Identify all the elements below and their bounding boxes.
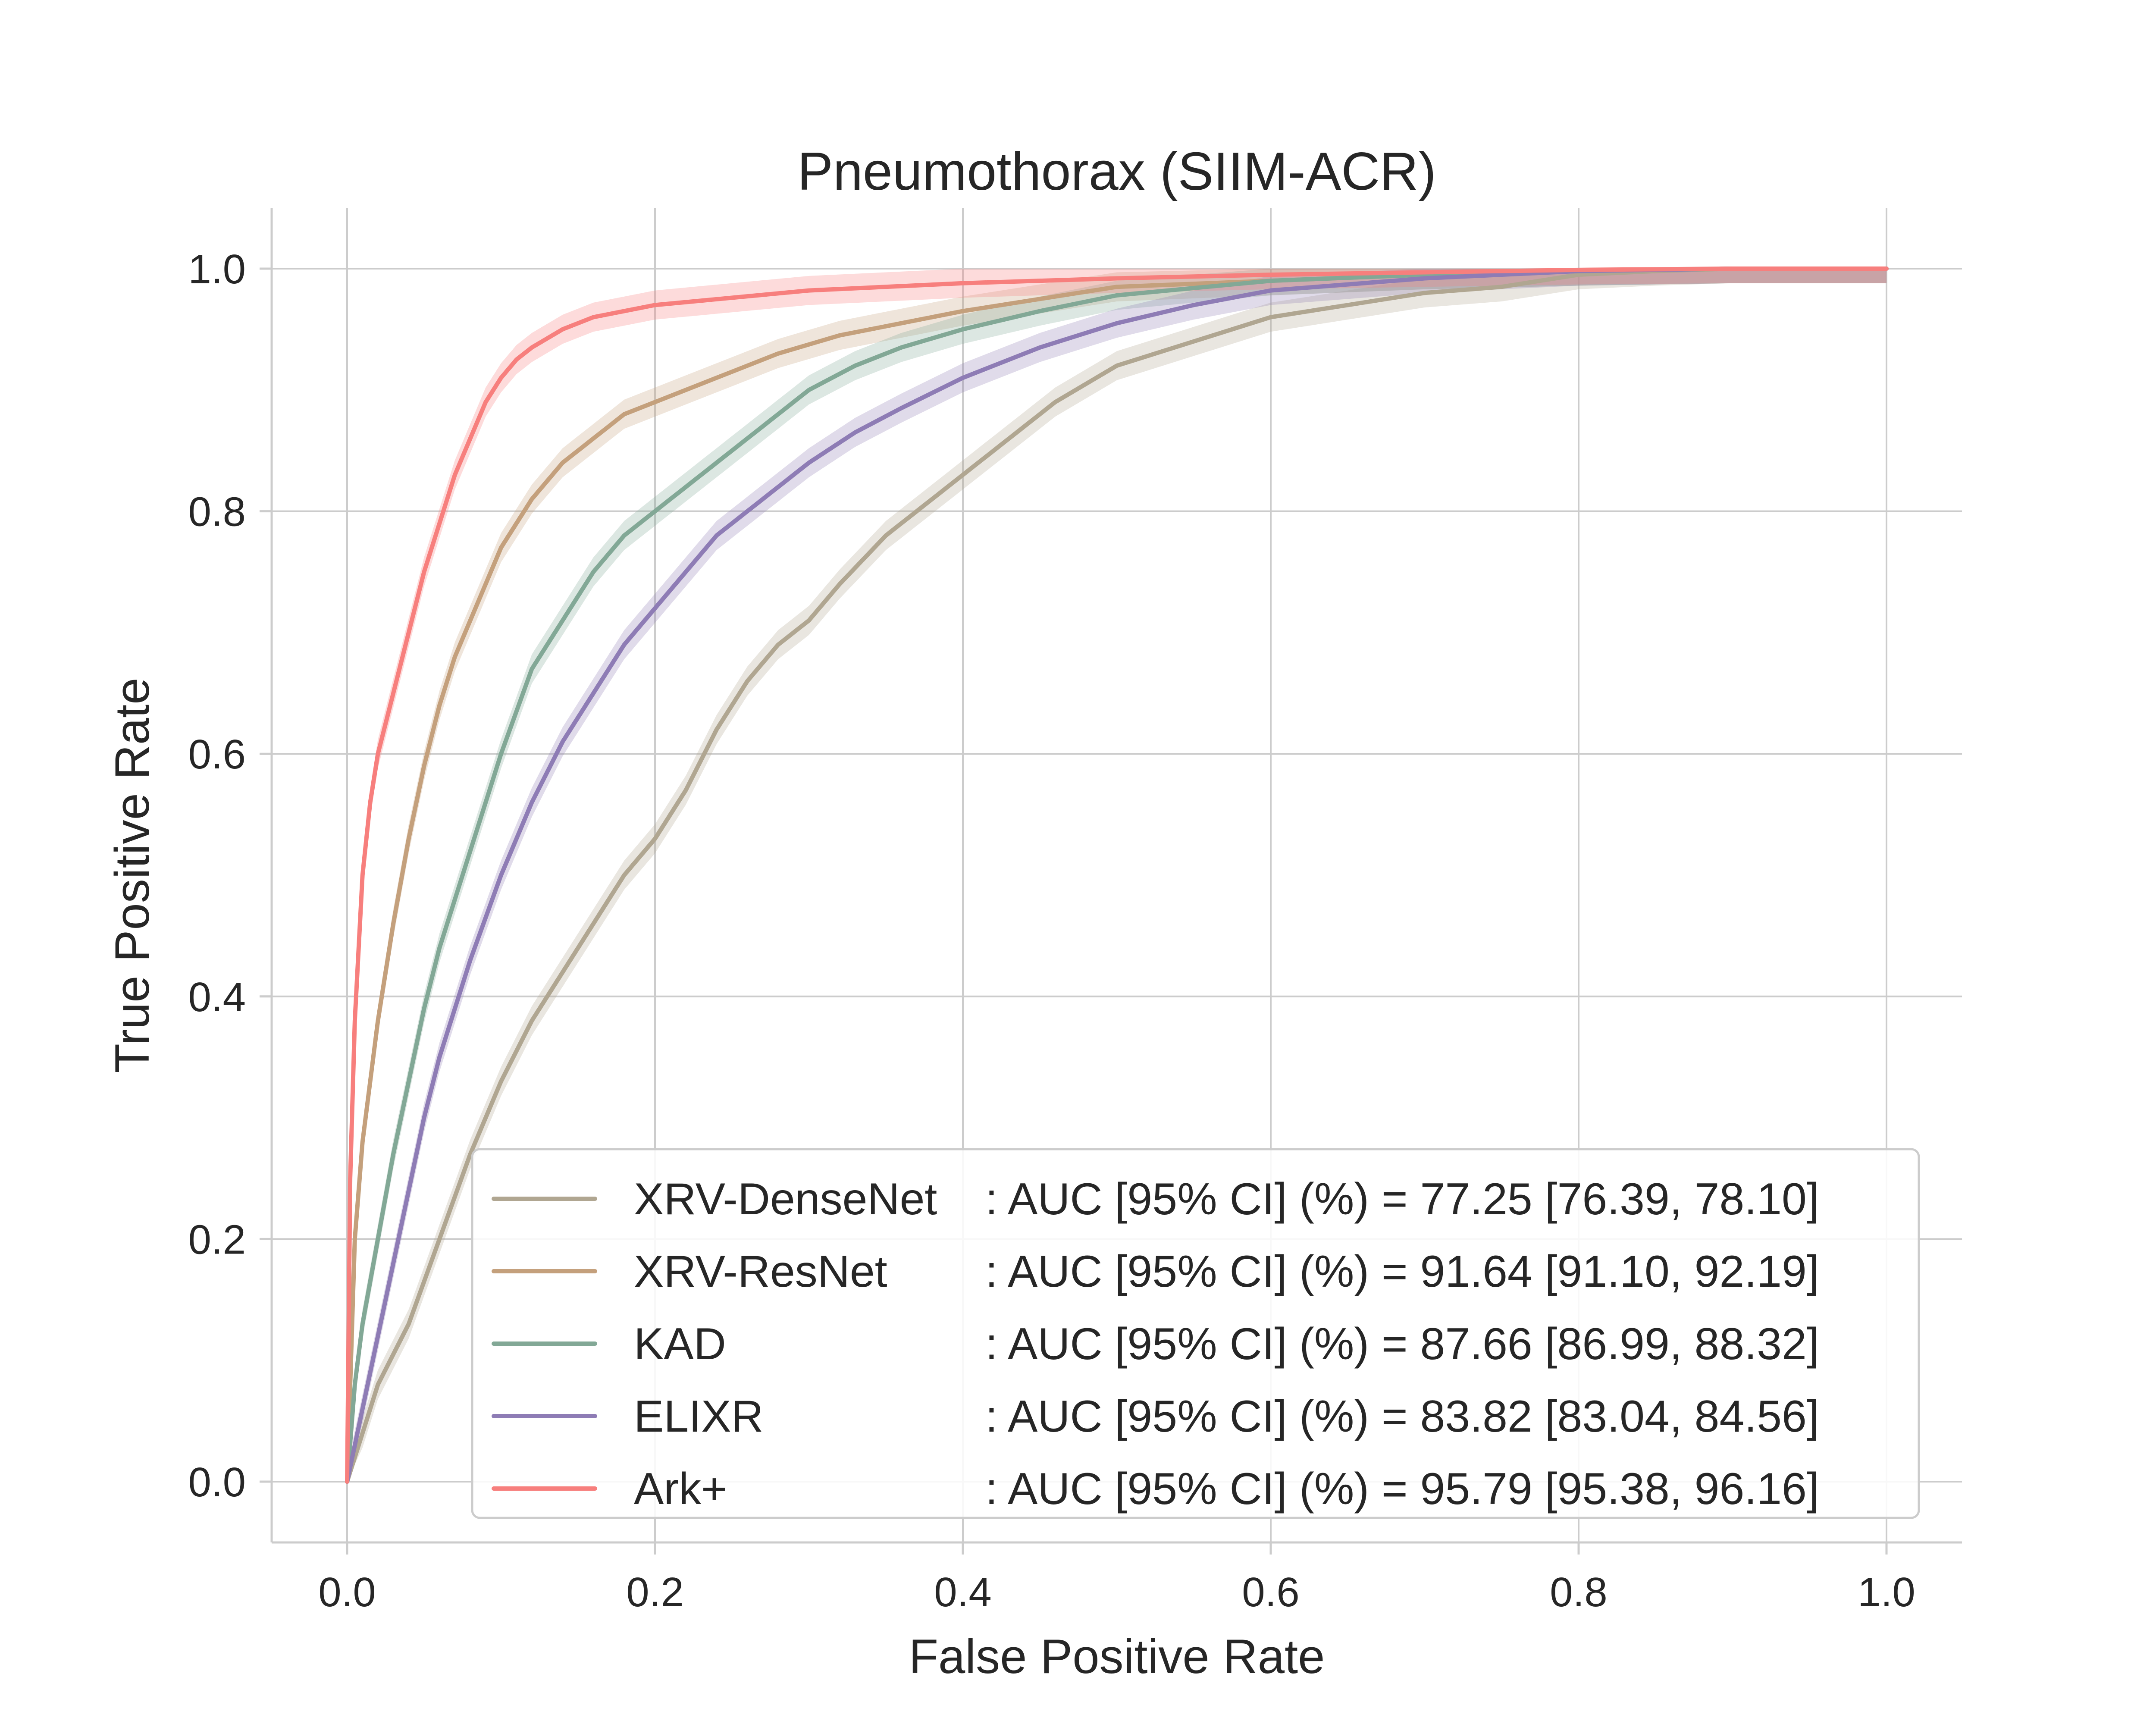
- legend: XRV-DenseNet : AUC [95% CI] (%) = 77.25 […: [471, 1148, 1920, 1519]
- roc-curves: [345, 266, 1889, 1484]
- series-line: [345, 266, 1889, 1484]
- legend-series-metric: : AUC [95% CI] (%) = 83.82 [83.04, 84.56…: [985, 1392, 1819, 1442]
- axes: [270, 208, 1962, 1544]
- series-line: [345, 266, 1889, 1484]
- legend-series-metric: : AUC [95% CI] (%) = 91.64 [91.10, 92.19…: [985, 1247, 1819, 1297]
- y-tick-label: 0.0: [188, 1459, 246, 1505]
- x-tick-label: 0.6: [1242, 1569, 1299, 1615]
- legend-series-name: Ark+: [634, 1464, 727, 1514]
- legend-entries: XRV-DenseNet : AUC [95% CI] (%) = 77.25 […: [492, 1174, 1819, 1514]
- x-tick-label: 1.0: [1858, 1569, 1915, 1615]
- legend-series-metric: : AUC [95% CI] (%) = 77.25 [76.39, 78.10…: [985, 1174, 1819, 1224]
- series-line: [345, 266, 1889, 1484]
- legend-series-metric: : AUC [95% CI] (%) = 87.66 [86.99, 88.32…: [985, 1319, 1819, 1369]
- chart-title: Pneumothorax (SIIM-ACR): [797, 142, 1436, 201]
- x-tick-label: 0.8: [1550, 1569, 1607, 1615]
- y-tick-label: 0.8: [188, 489, 246, 535]
- y-tick-label: 0.2: [188, 1216, 246, 1263]
- y-ticks: 0.0 0.2 0.4 0.6 0.8 1.0: [188, 246, 272, 1505]
- legend-series-name: KAD: [634, 1319, 726, 1369]
- x-ticks: 0.0 0.2 0.4 0.6 0.8 1.0: [318, 1542, 1915, 1615]
- x-tick-label: 0.2: [626, 1569, 683, 1615]
- series-line: [345, 266, 1889, 1484]
- legend-series-name: XRV-DenseNet: [634, 1174, 937, 1224]
- y-tick-label: 0.6: [188, 731, 246, 777]
- y-tick-label: 1.0: [188, 246, 246, 292]
- series-confidence-band: [347, 269, 1887, 1482]
- legend-series-name: XRV-ResNet: [634, 1247, 887, 1297]
- legend-series-name: ELIXR: [634, 1392, 764, 1442]
- series-line: [345, 266, 1889, 1484]
- x-tick-label: 0.4: [934, 1569, 991, 1615]
- x-axis-label: False Positive Rate: [909, 1630, 1325, 1683]
- legend-series-metric: : AUC [95% CI] (%) = 95.79 [95.38, 96.16…: [985, 1464, 1819, 1514]
- confidence-bands: [347, 269, 1887, 1482]
- y-axis-label: True Positive Rate: [105, 677, 159, 1073]
- x-tick-label: 0.0: [318, 1569, 376, 1615]
- y-tick-label: 0.4: [188, 974, 246, 1020]
- legend-frame: [471, 1148, 1920, 1519]
